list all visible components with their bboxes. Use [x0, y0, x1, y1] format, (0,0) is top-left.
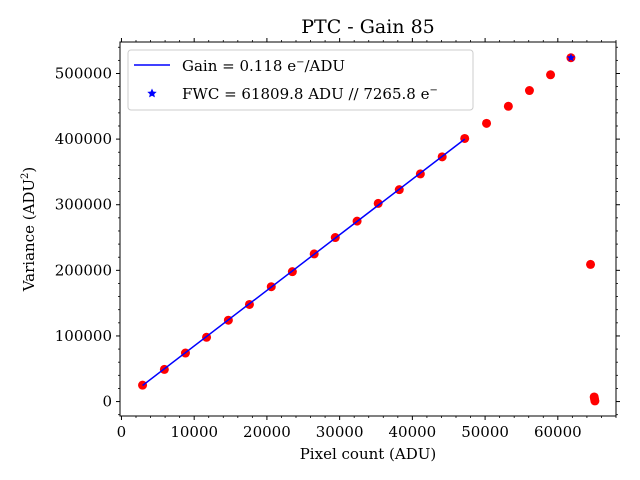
y-tick-label: 0 [102, 393, 112, 411]
legend-star-swatch [147, 88, 157, 98]
x-axis-label: Pixel count (ADU) [300, 445, 437, 463]
x-tick-label: 10000 [170, 423, 218, 441]
y-axis: 0 100000 200000 300000 400000 500000 [55, 46, 620, 416]
fwc-star-marker [566, 53, 576, 62]
legend-label-fwc: FWC = 61809.8 ADU // 7265.8 e− [182, 85, 438, 103]
legend-fwc-main: FWC = 61809.8 ADU // 7265.8 e [182, 85, 430, 103]
y-tick-label: 200000 [55, 261, 112, 279]
x-tick-label: 40000 [389, 423, 437, 441]
y-axis-label: Variance (ADU2) [20, 167, 38, 293]
y-tick-label: 300000 [55, 196, 112, 214]
gain-fit-line [142, 138, 466, 387]
y-axis-label-main: Variance (ADU [20, 179, 38, 292]
data-point [586, 259, 596, 269]
x-tick-label: 0 [117, 423, 127, 441]
legend-label-gain: Gain = 0.118 e−/ADU [182, 57, 345, 75]
chart-title: PTC - Gain 85 [301, 16, 435, 38]
legend-fwc-superscript: − [429, 85, 437, 96]
legend-gain-superscript: − [296, 57, 304, 68]
axes-frame [119, 41, 617, 417]
plot-area [138, 53, 600, 406]
data-point [373, 198, 383, 208]
y-tick-label: 100000 [55, 327, 112, 345]
y-tick-label: 500000 [55, 64, 112, 82]
data-point [482, 118, 492, 128]
x-tick-label: 30000 [316, 423, 364, 441]
legend-gain-main: Gain = 0.118 e [182, 57, 296, 75]
legend-box [127, 49, 474, 111]
legend-gain-tail: /ADU [304, 57, 345, 75]
x-tick-label: 60000 [534, 423, 582, 441]
data-point [590, 396, 600, 406]
y-axis-label-tail: ) [20, 167, 38, 173]
x-tick-label: 50000 [461, 423, 509, 441]
x-axis: 0 10000 20000 30000 40000 50000 60000 [117, 38, 617, 441]
x-tick-label: 20000 [243, 423, 291, 441]
data-point [524, 86, 534, 96]
data-point [546, 70, 556, 80]
data-point [503, 101, 513, 111]
y-axis-label-superscript: 2 [20, 173, 31, 179]
y-tick-label: 400000 [55, 130, 112, 148]
legend: Gain = 0.118 e−/ADU FWC = 61809.8 ADU //… [127, 49, 474, 111]
